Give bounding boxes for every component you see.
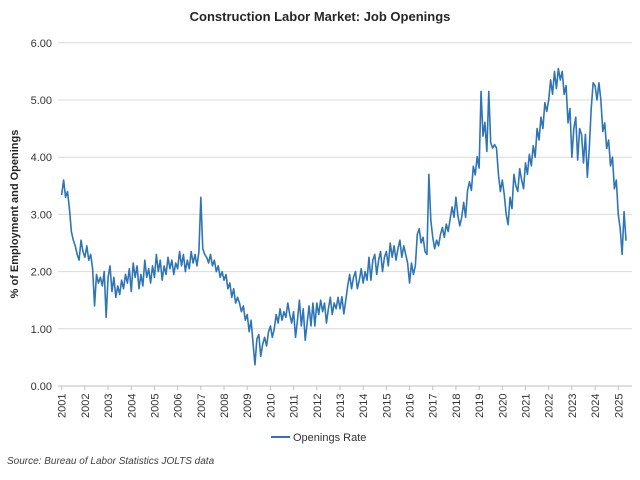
x-tick-label: 2012 (312, 394, 324, 418)
y-tick-label: 0.00 (31, 381, 52, 393)
x-tick-label: 2003 (103, 394, 115, 418)
x-tick-label: 2024 (590, 394, 602, 418)
openings-rate-line (60, 67, 627, 366)
x-tick-label: 2001 (57, 394, 69, 418)
x-tick-label: 2014 (358, 394, 370, 418)
y-tick-labels: 0.00 1.00 2.00 3.00 4.00 5.00 6.00 (31, 38, 52, 393)
x-tick-label: 2007 (196, 394, 208, 418)
y-tick-label: 6.00 (31, 38, 52, 50)
x-tick-label: 2005 (149, 394, 161, 418)
y-tick-label: 3.00 (31, 209, 52, 221)
legend: Openings Rate (271, 432, 366, 444)
y-tick-label: 5.00 (31, 95, 52, 107)
y-axis-title: % of Employment and Openings (9, 130, 21, 299)
openings-rate-series (60, 67, 627, 366)
x-tick-label: 2011 (289, 394, 301, 418)
x-tick-label: 2017 (428, 394, 440, 418)
x-tick-label: 2023 (567, 394, 579, 418)
x-tick-label: 2015 (381, 394, 393, 418)
legend-label: Openings Rate (293, 432, 366, 444)
x-tick-label: 2008 (219, 394, 231, 418)
x-tick-label: 2006 (173, 394, 185, 418)
x-tick-label: 2009 (242, 394, 254, 418)
chart-title: Construction Labor Market: Job Openings (190, 9, 451, 24)
x-tick-label: 2022 (544, 394, 556, 418)
x-tick-label: 2004 (126, 394, 138, 418)
x-tick-label: 2020 (497, 394, 509, 418)
x-tick-label: 2016 (405, 394, 417, 418)
x-tick-label: 2010 (265, 394, 277, 418)
x-tick-label: 2019 (474, 394, 486, 418)
gridlines (58, 42, 632, 387)
x-tick-label: 2002 (80, 394, 92, 418)
y-tick-label: 4.00 (31, 152, 52, 164)
y-tick-label: 1.00 (31, 324, 52, 336)
x-tick-label: 2025 (613, 394, 625, 418)
source-note: Source: Bureau of Labor Statistics JOLTS… (7, 456, 215, 467)
x-tick-label: 2021 (521, 394, 533, 418)
x-tick-label: 2018 (451, 394, 463, 418)
y-tick-label: 2.00 (31, 267, 52, 279)
x-tick-labels: 2001 2002 2003 2004 2005 2006 2007 2008 2009 2010… (57, 394, 626, 418)
axis-ticks (61, 386, 619, 390)
x-tick-label: 2013 (335, 394, 347, 418)
